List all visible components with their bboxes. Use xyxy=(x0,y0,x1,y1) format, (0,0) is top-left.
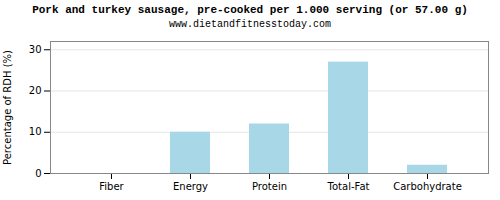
html-text:Pork and turkey sausage, pre-c: Pork and turkey sausage, pre-cooked per … xyxy=(32,4,468,16)
svg-text:Fiber: Fiber xyxy=(99,181,124,192)
svg-text:0: 0 xyxy=(35,168,41,179)
svg-text:10: 10 xyxy=(29,126,42,137)
svg-text:20: 20 xyxy=(29,85,42,96)
svg-text:Carbohydrate: Carbohydrate xyxy=(393,181,462,192)
svg-text:Percentage of RDH (%): Percentage of RDH (%) xyxy=(2,50,13,165)
svg-text:Energy: Energy xyxy=(173,181,208,192)
svg-text:30: 30 xyxy=(29,44,42,55)
html-text:www.dietandfitnesstoday.com: www.dietandfitnesstoday.com xyxy=(169,19,331,30)
svg-text:Protein: Protein xyxy=(252,181,287,192)
svg-text:Total-Fat: Total-Fat xyxy=(327,181,370,192)
